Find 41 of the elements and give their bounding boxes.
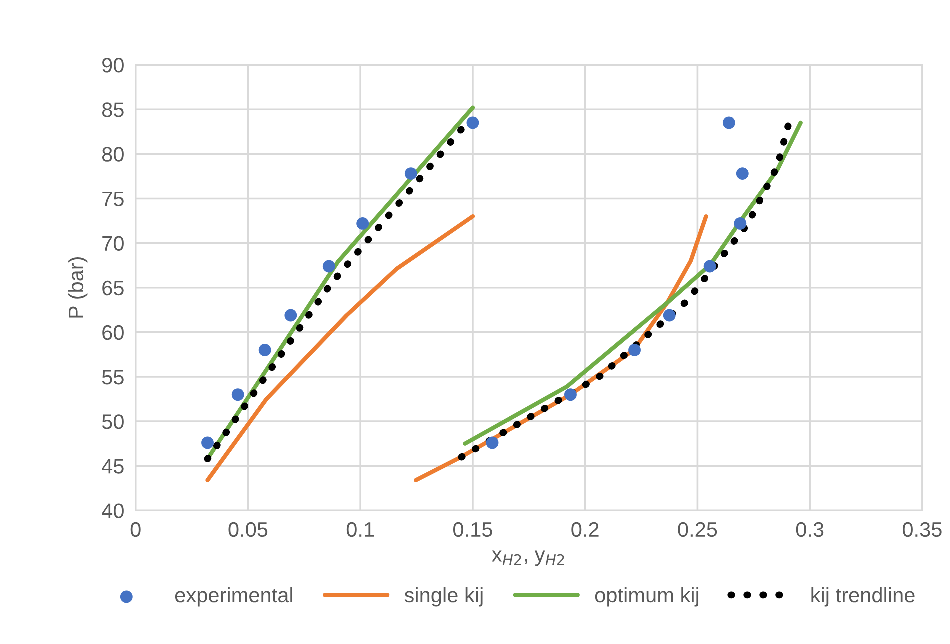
point [628, 344, 641, 356]
point [232, 388, 244, 402]
point [486, 436, 499, 450]
x-tick-label: 0.35 [902, 522, 942, 538]
point [564, 388, 577, 402]
y-tick-label: 40 [102, 504, 124, 518]
point [663, 309, 676, 322]
point [284, 309, 298, 322]
point [466, 116, 480, 130]
point [722, 116, 736, 130]
x-tick-label: 0.3 [796, 522, 824, 538]
x-tick-label: 0 [130, 522, 141, 538]
x-tick-label: 0.15 [454, 522, 492, 538]
x-axis-title: x$_{H2}$, y$_{H2}$ [492, 550, 564, 566]
legend-label: kij trendline [812, 587, 915, 607]
legend-label: experimental [175, 587, 292, 607]
point [202, 436, 214, 450]
x-tick-label: 0.05 [228, 522, 268, 538]
x-tick-label: 0.1 [346, 522, 374, 538]
y-tick-label: 55 [102, 370, 124, 385]
point [356, 217, 370, 230]
y-tick-label: 65 [102, 280, 124, 296]
x-tick-label: 0.25 [678, 522, 718, 538]
y-tick-label: 60 [102, 325, 124, 340]
y-tick-label: 85 [102, 102, 124, 118]
legend-label: optimum kij [595, 587, 699, 607]
point [704, 260, 716, 273]
point [322, 260, 336, 273]
point [404, 168, 418, 180]
y-tick-label: 90 [102, 58, 124, 73]
y-axis-title: P (bar) [68, 258, 88, 318]
point [734, 217, 747, 230]
y-tick-label: 75 [102, 192, 124, 206]
x-tick-label: 0.2 [572, 522, 599, 538]
y-tick-label: 80 [102, 147, 124, 162]
point [736, 168, 749, 180]
y-tick-label: 50 [102, 414, 124, 430]
y-tick-label: 45 [102, 459, 124, 474]
legend-label: single kij [404, 587, 483, 607]
point [258, 344, 272, 356]
y-tick-label: 70 [102, 236, 124, 252]
